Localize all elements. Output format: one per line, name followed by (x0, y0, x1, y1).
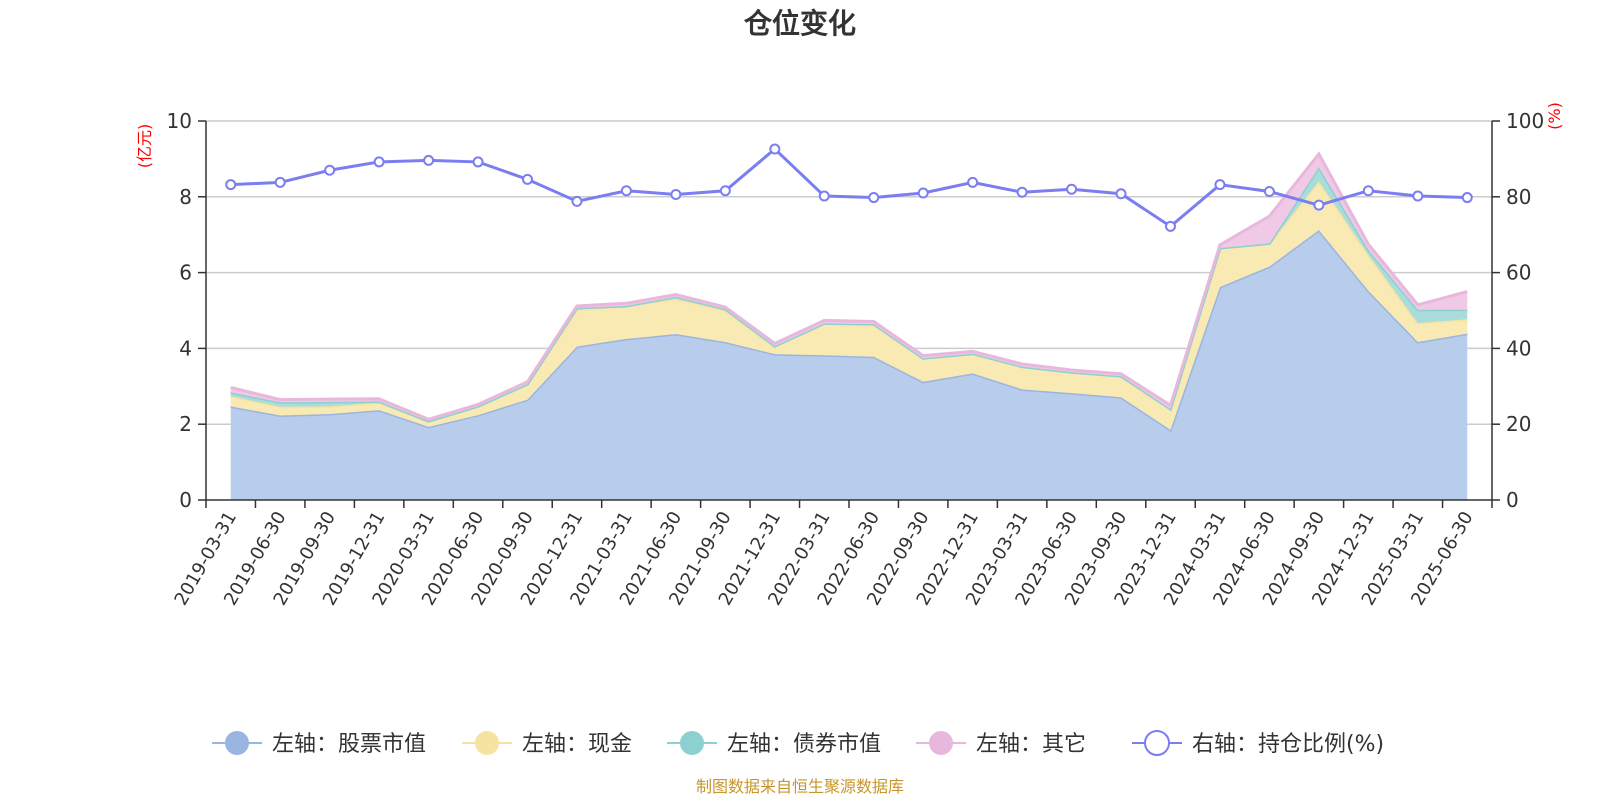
right-tick-label: 100 (1506, 109, 1544, 133)
area-edge (230, 151, 1468, 421)
left-tick-label: 4 (179, 336, 192, 360)
ratio-point (1313, 199, 1325, 211)
legend-item-2: 左轴：现金 (462, 731, 632, 757)
ratio-point (423, 154, 435, 166)
data-source-note: 制图数据来自恒生聚源数据库 (696, 777, 904, 796)
ratio-point (769, 143, 781, 155)
area-fill (230, 230, 1468, 501)
ratio-point (225, 179, 237, 191)
legend-label: 左轴：现金 (522, 732, 632, 757)
ratio-point (274, 176, 286, 188)
legend-marker (929, 731, 953, 755)
legend-label: 左轴：债券市值 (727, 732, 881, 757)
legend-marker (680, 731, 704, 755)
right-tick-label: 0 (1506, 488, 1519, 512)
chart-title: 仓位变化 (744, 7, 856, 40)
left-tick-label: 8 (179, 185, 192, 209)
ratio-point (1066, 183, 1078, 195)
ratio-point (1412, 190, 1424, 202)
ratio-point (1016, 186, 1028, 198)
ratio-point (571, 195, 583, 207)
right-tick-label: 40 (1506, 336, 1531, 360)
right-axis-unit: (%) (1545, 102, 1564, 130)
ratio-point (620, 185, 632, 197)
legend-item-4: 左轴：其它 (916, 731, 1086, 757)
ratio-point (1214, 179, 1226, 191)
legend-item-3: 左轴：债券市值 (667, 731, 881, 757)
ratio-point (917, 187, 929, 199)
legend-marker (1144, 730, 1170, 756)
legend-marker (225, 731, 249, 755)
right-tick-label: 60 (1506, 261, 1531, 285)
ratio-point (1263, 185, 1275, 197)
stacked-areas (230, 151, 1468, 501)
legend-item-1: 左轴：股票市值 (212, 731, 426, 757)
left-tick-label: 0 (179, 488, 192, 512)
ratio-line-path (230, 147, 1468, 229)
ratio-point (967, 176, 979, 188)
ratio-point (324, 164, 336, 176)
legend-marker (475, 731, 499, 755)
ratio-point (472, 156, 484, 168)
ratio-point (868, 192, 880, 204)
legend-label: 右轴：持仓比例(%) (1192, 732, 1384, 757)
ratio-point (670, 189, 682, 201)
legend-item-5: 右轴：持仓比例(%) (1132, 730, 1384, 757)
area-series-4 (230, 151, 1468, 422)
right-tick-label: 20 (1506, 412, 1531, 436)
ratio-point (1115, 188, 1127, 200)
ratio-point (1165, 220, 1176, 232)
ratio-point (373, 156, 385, 168)
ratio-point (818, 190, 830, 202)
ratio-point (1461, 192, 1473, 204)
ratio-point (719, 185, 731, 197)
left-tick-label: 10 (167, 109, 192, 133)
legend: 左轴：股票市值 左轴：现金 左轴：债券市值 左轴：其它 右轴：持仓比例(%) (212, 730, 1384, 757)
left-tick-label: 6 (179, 261, 192, 285)
ratio-point (522, 173, 533, 185)
left-tick-label: 2 (179, 412, 192, 436)
legend-label: 左轴：股票市值 (272, 732, 426, 757)
left-axis-unit: (亿元) (135, 124, 154, 169)
area-series-1 (230, 228, 1468, 501)
legend-label: 左轴：其它 (976, 732, 1086, 757)
ratio-line (225, 143, 1473, 232)
right-tick-label: 80 (1506, 185, 1531, 209)
ratio-point (1362, 185, 1374, 197)
